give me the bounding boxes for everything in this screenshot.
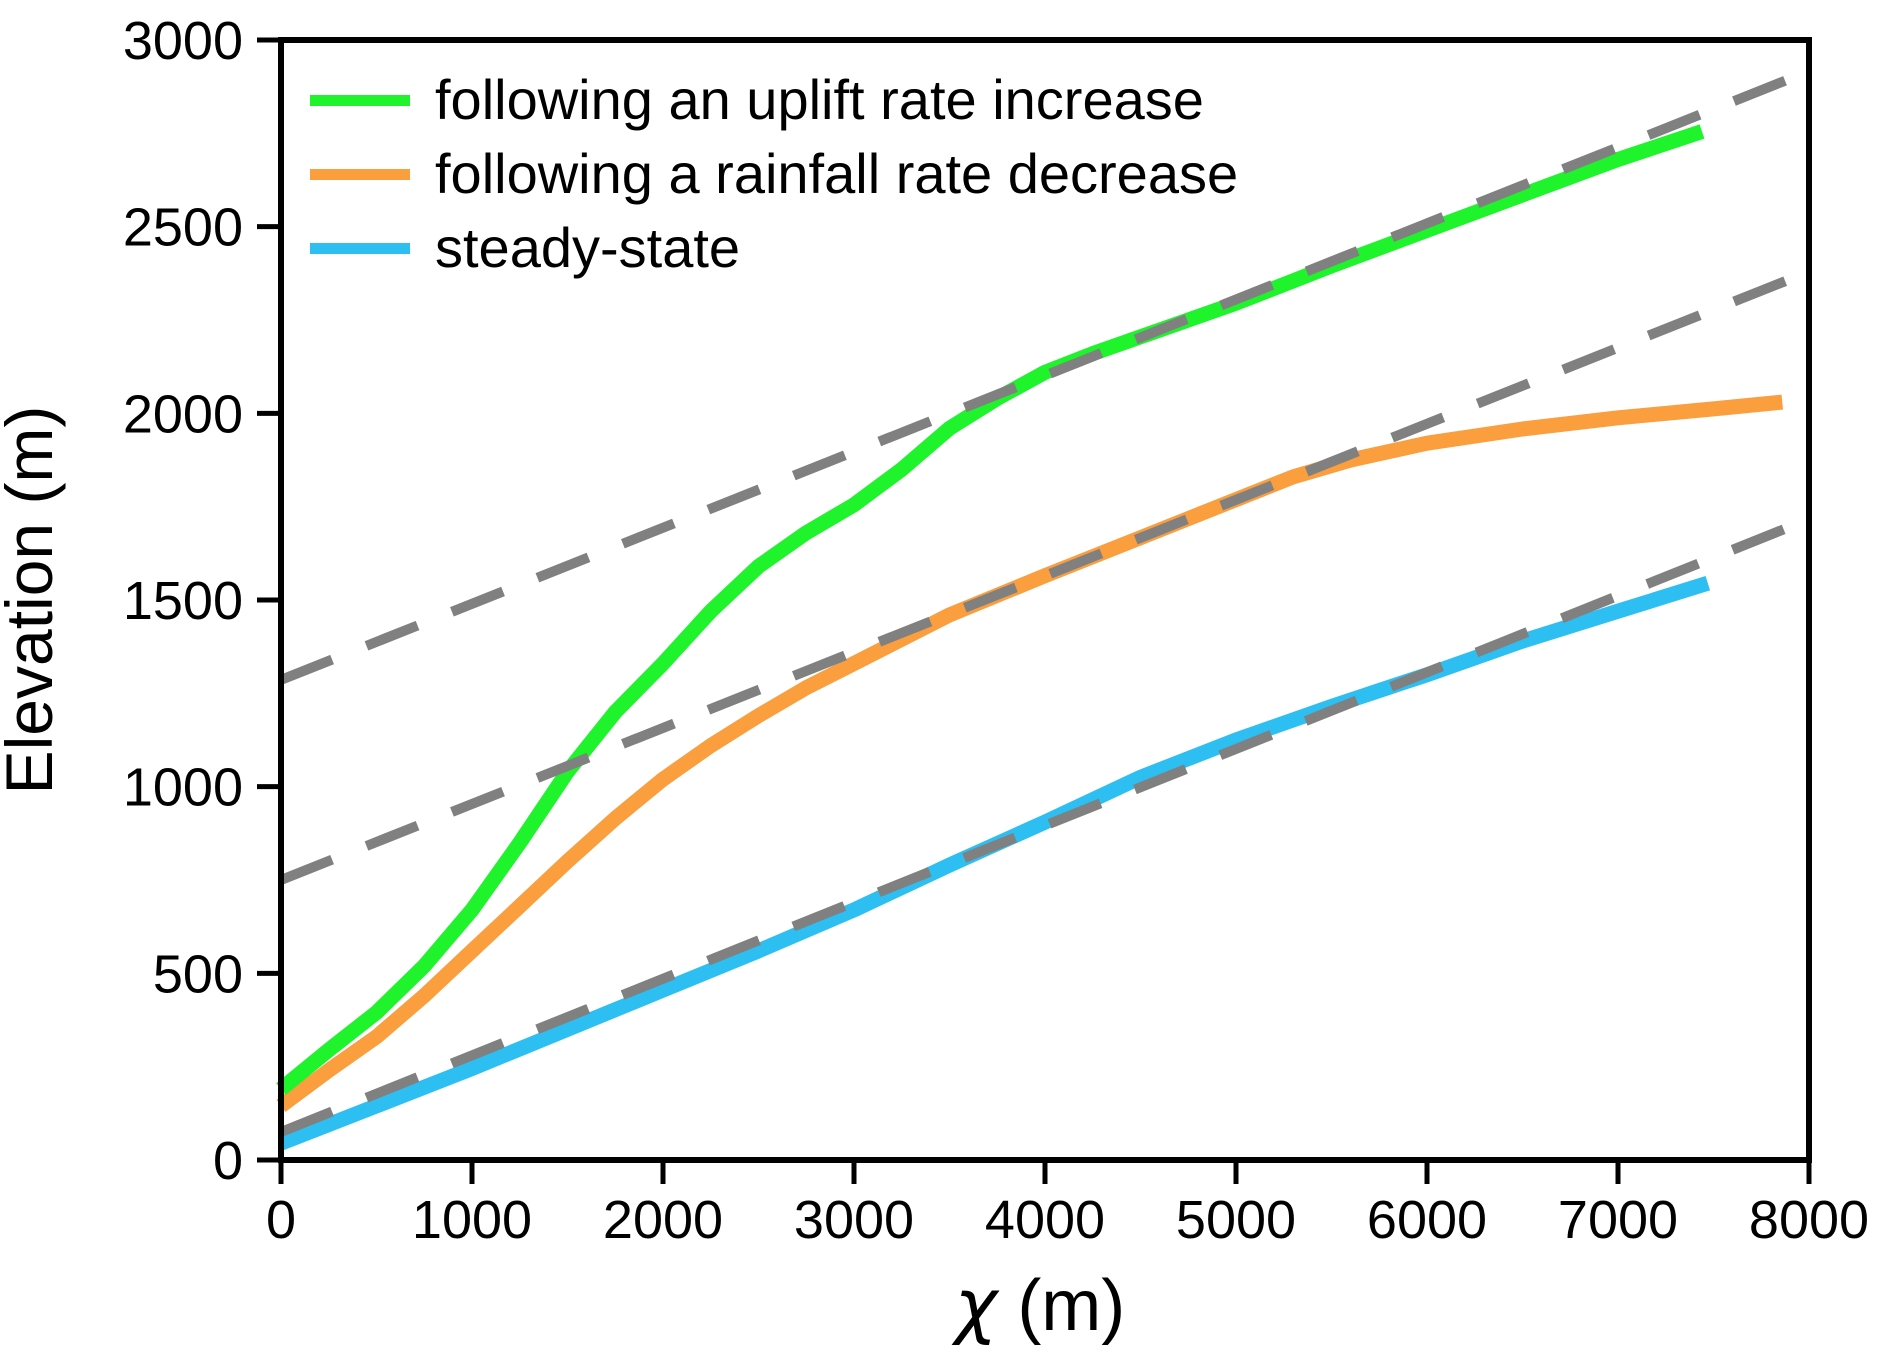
y-tick-label: 2000	[123, 384, 243, 444]
x-axis-label: χ (m)	[951, 1263, 1126, 1347]
y-tick-label: 0	[213, 1131, 243, 1191]
y-axis-label: Elevation (m)	[0, 406, 66, 795]
x-tick-label: 7000	[1558, 1190, 1678, 1250]
legend-item-uplift-increase: following an uplift rate increase	[310, 72, 1238, 128]
x-tick-label: 8000	[1749, 1190, 1869, 1250]
legend-swatch-orange	[310, 168, 410, 180]
x-axis-label-unit: (m)	[997, 1266, 1125, 1346]
legend: following an uplift rate increase follow…	[310, 72, 1238, 294]
x-tick-label: 2000	[603, 1190, 723, 1250]
legend-swatch-blue	[310, 242, 410, 254]
y-tick-label: 1500	[123, 571, 243, 631]
y-tick-label: 500	[153, 944, 243, 1004]
x-tick-label: 4000	[985, 1190, 1105, 1250]
x-tick-label: 6000	[1367, 1190, 1487, 1250]
legend-label-rainfall-decrease: following a rainfall rate decrease	[435, 142, 1239, 205]
y-tick-label: 3000	[123, 11, 243, 71]
y-ticks-group: 0 500 1000 1500 2000 2500 3000	[123, 11, 281, 1191]
legend-label-uplift-increase: following an uplift rate increase	[435, 68, 1204, 131]
x-tick-label: 0	[266, 1190, 296, 1250]
legend-item-steady-state: steady-state	[310, 220, 1238, 276]
series-line-following-a-rainfall-rate-decrease	[276, 394, 1784, 1112]
legend-swatch-green	[310, 94, 410, 106]
x-tick-label: 3000	[794, 1190, 914, 1250]
legend-item-rainfall-decrease: following a rainfall rate decrease	[310, 146, 1238, 202]
x-axis-label-symbol: χ	[951, 1263, 1000, 1347]
series-line-steady-state	[278, 576, 1711, 1151]
x-tick-label: 5000	[1176, 1190, 1296, 1250]
x-ticks-group: 0 1000 2000 3000 4000 5000 6000 7000 8000	[266, 1160, 1869, 1250]
x-tick-label: 1000	[412, 1190, 532, 1250]
y-tick-label: 1000	[123, 758, 243, 818]
legend-label-steady-state: steady-state	[435, 216, 741, 279]
y-tick-label: 2500	[123, 198, 243, 258]
